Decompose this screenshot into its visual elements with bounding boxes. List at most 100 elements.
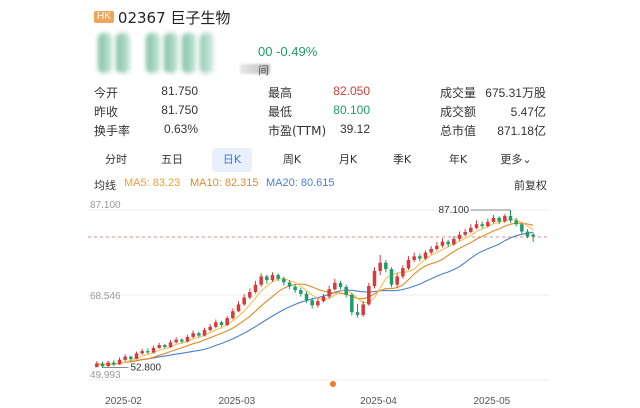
candle-body bbox=[514, 220, 518, 225]
candle-body bbox=[214, 322, 218, 327]
candle-body bbox=[157, 345, 161, 348]
stock-header: HK 02367 巨子生物 bbox=[94, 8, 230, 27]
time-redacted bbox=[240, 64, 270, 74]
candle-body bbox=[463, 231, 467, 235]
candle-body bbox=[372, 270, 377, 287]
candle-body bbox=[146, 351, 150, 353]
candle-body bbox=[491, 217, 496, 222]
candle-body bbox=[401, 268, 405, 277]
candle-body bbox=[129, 356, 133, 359]
tab-period[interactable]: 更多⌄ bbox=[500, 153, 532, 166]
candle-body bbox=[469, 227, 473, 232]
stat-value: 871.18亿 bbox=[497, 124, 546, 138]
candle-body bbox=[367, 286, 371, 305]
candle-body bbox=[520, 224, 524, 232]
y-axis-label: 49.993 bbox=[90, 370, 121, 381]
tab-period[interactable]: 月K bbox=[338, 153, 358, 166]
candle-body bbox=[259, 276, 263, 285]
stat-value: 82.050 bbox=[333, 84, 370, 98]
candle-body bbox=[361, 304, 365, 315]
stat-label: 总市值 bbox=[440, 124, 477, 138]
candle-body bbox=[95, 363, 99, 368]
price-redacted bbox=[94, 33, 274, 73]
candle-body bbox=[231, 311, 235, 319]
candle-body bbox=[429, 248, 433, 253]
candle-body bbox=[242, 297, 246, 305]
stat-value: 675.31万股 bbox=[485, 86, 546, 100]
stat-value: 81.750 bbox=[161, 103, 198, 117]
candle-body bbox=[168, 342, 173, 347]
stat-value: 39.12 bbox=[339, 122, 370, 136]
candle-body bbox=[497, 217, 501, 222]
max-marker-label: 87.100 bbox=[439, 205, 470, 216]
stat-value: 5.47亿 bbox=[510, 105, 546, 119]
candle-body bbox=[446, 241, 450, 245]
candle-body bbox=[265, 276, 269, 281]
x-axis-label: 2025-05 bbox=[474, 396, 511, 406]
candle-body bbox=[123, 356, 127, 360]
candle-body bbox=[208, 326, 212, 331]
tab-period[interactable]: 五日 bbox=[161, 153, 183, 166]
candle-body bbox=[151, 347, 156, 353]
stat-row: 今开 81.750 最高 82.050 成交量 675.31万股 bbox=[94, 84, 554, 103]
candle-body bbox=[350, 294, 354, 313]
stat-value: 80.100 bbox=[333, 103, 370, 117]
candle-body bbox=[384, 262, 388, 270]
stat-value: 0.63% bbox=[163, 122, 198, 136]
ma5-value: MA5: 83.23 bbox=[124, 177, 181, 189]
candle-body bbox=[378, 262, 382, 271]
candle-body bbox=[174, 339, 178, 343]
candle-body bbox=[355, 312, 360, 315]
candle-body bbox=[389, 269, 394, 285]
stats-grid: 今开 81.750 最高 82.050 成交量 675.31万股 昨收 81.750 最低 80.… bbox=[94, 84, 554, 141]
candle-body bbox=[140, 351, 144, 354]
y-axis-label: 87.100 bbox=[90, 200, 121, 211]
stat-label: 成交额 bbox=[440, 105, 477, 119]
ma5-line bbox=[96, 218, 534, 366]
y-axis-label: 68.546 bbox=[90, 291, 121, 302]
candle-body bbox=[440, 241, 445, 246]
market-badge: HK bbox=[94, 11, 114, 23]
candle-body bbox=[197, 333, 201, 336]
candle-body bbox=[508, 215, 513, 221]
min-marker-label: 52.800 bbox=[131, 363, 162, 374]
candle-body bbox=[185, 336, 190, 342]
candle-body bbox=[219, 322, 224, 325]
candle-body bbox=[480, 224, 484, 227]
tab-period[interactable]: 日K bbox=[212, 148, 252, 172]
ma20-line bbox=[96, 231, 534, 366]
candle-body bbox=[304, 293, 309, 301]
stat-row: 昨收 81.750 最低 80.100 成交额 5.47亿 bbox=[94, 103, 554, 122]
stat-label: 换手率 bbox=[94, 124, 131, 138]
x-axis-label: 2025-03 bbox=[219, 396, 256, 406]
tab-period[interactable]: 周K bbox=[282, 153, 302, 166]
ma-label: 均线 bbox=[94, 180, 116, 192]
stat-label: 今开 bbox=[94, 86, 119, 100]
candle-body bbox=[276, 275, 280, 279]
adjust-toggle[interactable]: 前复权 bbox=[514, 180, 547, 192]
tab-period[interactable]: 年K bbox=[448, 153, 468, 166]
kline-chart[interactable]: 87.100 68.546 49.993 87.100 52.800 2025-02 202… bbox=[88, 196, 550, 406]
x-axis-label: 2025-02 bbox=[105, 396, 142, 406]
candle-body bbox=[287, 282, 292, 287]
ma-legend: 均线 MA5: 83.23 MA10: 82.315 MA20: 80.615 … bbox=[94, 177, 547, 193]
candle-body bbox=[191, 333, 195, 337]
x-axis-label: 2025-04 bbox=[360, 396, 397, 406]
candle-body bbox=[253, 284, 258, 293]
candle-body bbox=[423, 252, 428, 259]
stat-label: 成交量 bbox=[440, 86, 477, 100]
stat-label: 昨收 bbox=[94, 105, 119, 119]
ma20-value: MA20: 80.615 bbox=[266, 177, 335, 189]
candle-body bbox=[163, 345, 167, 347]
tab-period[interactable]: 分时 bbox=[105, 153, 127, 166]
candle-body bbox=[293, 286, 297, 291]
tab-period[interactable]: 季K bbox=[392, 153, 412, 166]
period-tabs: 分时 五日 日K 周K 月K 季K 年K 更多⌄ bbox=[94, 148, 546, 172]
candle-body bbox=[338, 282, 343, 287]
stat-row: 换手率 0.63% 市盈(TTM) 39.12 总市值 871.18亿 bbox=[94, 122, 554, 141]
candle-body bbox=[270, 275, 275, 281]
candle-body bbox=[117, 359, 122, 365]
candle-body bbox=[112, 362, 116, 365]
candle-body bbox=[412, 256, 416, 260]
candle-body bbox=[299, 290, 303, 294]
